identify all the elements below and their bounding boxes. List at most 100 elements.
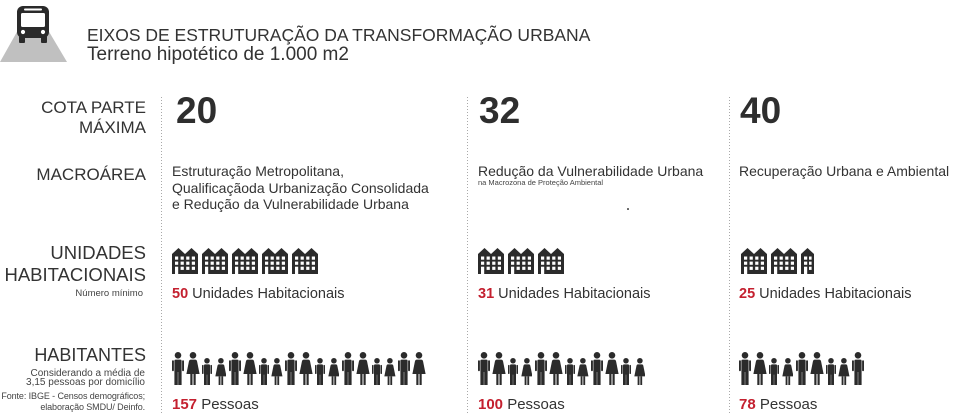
half-building-icon [801, 248, 814, 274]
people-label: Pessoas [201, 396, 259, 413]
building-icon [172, 248, 198, 274]
boy-icon [315, 358, 325, 386]
man-icon [398, 352, 410, 385]
page-title: EIXOS DE ESTRUTURAÇÃO DA TRANSFORMAÇÃO U… [87, 25, 591, 45]
woman-icon [753, 352, 767, 385]
boy-icon [372, 358, 382, 386]
woman-icon [549, 352, 563, 385]
man-icon [591, 352, 603, 385]
woman-icon [356, 352, 370, 385]
woman-icon [810, 352, 824, 385]
boy-icon [769, 358, 779, 386]
page-subtitle: Terreno hipotético de 1.000 m2 [87, 44, 349, 65]
boy-icon [621, 358, 631, 386]
habitantes-note-line1: Considerando a média de [30, 368, 145, 379]
units-count: 50 Unidades Habitacionais [172, 285, 345, 303]
units-label: Unidades Habitacionais [759, 286, 912, 302]
people-value: 78 [739, 396, 756, 413]
macroarea-text-line: Estruturação Metropolitana, [172, 163, 344, 179]
building-icons-row [172, 248, 322, 274]
building-icons-row [478, 248, 568, 274]
girl-icon [271, 358, 283, 386]
people-value: 157 [172, 396, 198, 413]
people-label: Pessoas [507, 396, 565, 413]
girl-icon [384, 358, 396, 386]
building-icon [232, 248, 258, 274]
people-label: Pessoas [759, 396, 818, 413]
cota-parte-label-line2: MÁXIMA [78, 118, 146, 137]
people-count: 78 Pessoas [739, 396, 817, 414]
building-icon [478, 248, 504, 274]
unidades-note: Número mínimo [75, 288, 143, 299]
woman-icon [412, 352, 426, 385]
units-count: 31 Unidades Habitacionais [478, 285, 651, 303]
macroarea-label: MACROÁREA [36, 165, 146, 184]
units-value: 50 [172, 286, 189, 302]
person-icons-row [739, 352, 866, 385]
person-icons-row [172, 352, 429, 385]
units-value: 25 [739, 286, 756, 302]
woman-icon [186, 352, 200, 385]
boy-icon [508, 358, 518, 386]
column-divider-2 [467, 97, 468, 415]
macroarea-text-line: e Redução da Vulnerabilidade Urbana [172, 196, 409, 212]
building-icon [771, 248, 797, 274]
woman-icon [605, 352, 619, 385]
man-icon [285, 352, 297, 385]
people-count: 157 Pessoas [172, 396, 259, 414]
building-icon [741, 248, 767, 274]
man-icon [478, 352, 490, 385]
girl-icon [838, 358, 850, 386]
macroarea-note: na Macrozona de Proteção Ambiental [478, 178, 604, 187]
building-icon [202, 248, 228, 274]
stray-dot [627, 208, 629, 210]
unidades-label-line1: UNIDADES [50, 242, 146, 263]
macroarea-text-line: Redução da Vulnerabilidade Urbana [478, 163, 704, 179]
bus-icon [0, 6, 67, 62]
unidades-label-line2: HABITACIONAIS [4, 264, 146, 285]
man-icon [342, 352, 354, 385]
boy-icon [202, 358, 212, 386]
macroarea-text-line: Recuperação Urbana e Ambiental [739, 163, 950, 179]
building-icon [508, 248, 534, 274]
cota-parte-label-line1: COTA PARTE [41, 98, 146, 117]
habitantes-note-line2: 3,15 pessoas por domicílio [26, 377, 145, 388]
habitantes-label: HABITANTES [34, 345, 146, 365]
source-line1: Fonte: IBGE - Censos demográficos; [1, 391, 145, 401]
people-value: 100 [478, 396, 504, 413]
source-line2: elaboração SMDU/ Deinfo. [40, 402, 145, 412]
building-icons-row [741, 248, 818, 274]
units-label: Unidades Habitacionais [498, 286, 651, 302]
woman-icon [492, 352, 506, 385]
person-icons-row [478, 352, 648, 385]
units-count: 25 Unidades Habitacionais [739, 285, 912, 303]
units-label: Unidades Habitacionais [192, 286, 345, 302]
building-icon [262, 248, 288, 274]
boy-icon [565, 358, 575, 386]
woman-icon [243, 352, 257, 385]
cota-parte-value: 40 [740, 90, 782, 131]
man-icon [739, 352, 751, 385]
man-icon [172, 352, 184, 385]
boy-icon [259, 358, 269, 386]
units-value: 31 [478, 286, 495, 302]
girl-icon [782, 358, 794, 386]
cota-parte-value: 20 [176, 90, 218, 131]
column-divider-3 [729, 97, 730, 415]
man-icon [229, 352, 241, 385]
girl-icon [521, 358, 533, 386]
building-icon [292, 248, 318, 274]
girl-icon [215, 358, 227, 386]
girl-icon [634, 358, 646, 386]
column-divider-1 [161, 97, 162, 415]
people-count: 100 Pessoas [478, 396, 565, 414]
girl-icon [577, 358, 589, 386]
girl-icon [328, 358, 340, 386]
woman-icon [299, 352, 313, 385]
building-icon [538, 248, 564, 274]
macroarea-text-line: Qualificaçãoda Urbanização Consolidada [172, 179, 429, 196]
boy-icon [826, 358, 836, 386]
man-icon [535, 352, 547, 385]
man-icon [796, 352, 808, 385]
cota-parte-value: 32 [479, 90, 521, 131]
